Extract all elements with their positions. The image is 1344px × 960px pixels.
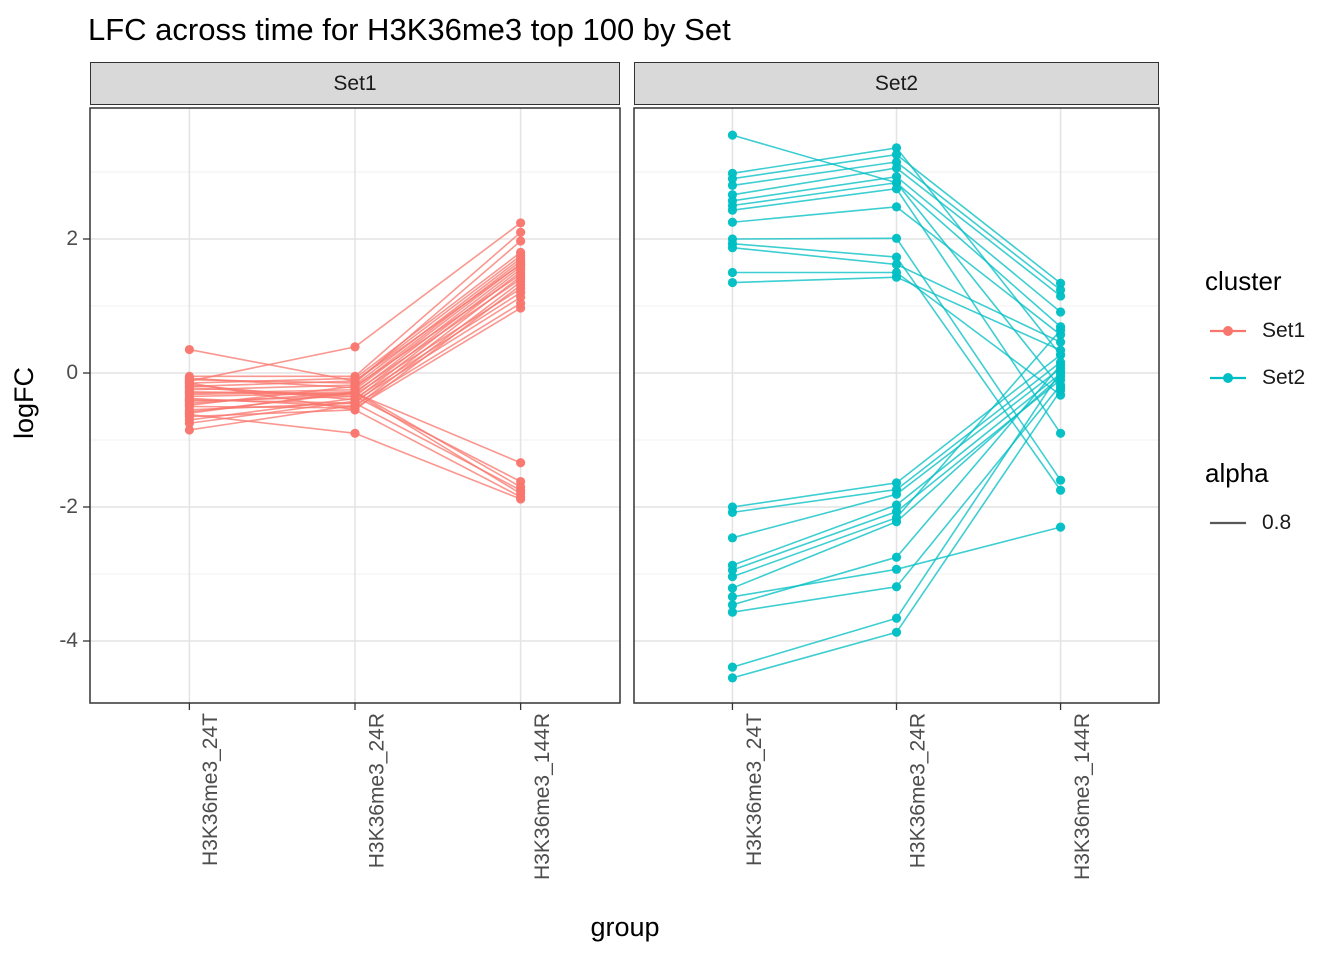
x-tick-label: H3K36me3_24T xyxy=(199,713,223,866)
legend-key-set1-line-dot-icon xyxy=(1210,326,1246,336)
legend-label-set1: Set1 xyxy=(1262,319,1306,342)
data-point-set2 xyxy=(727,180,738,190)
data-point-set2 xyxy=(891,582,902,592)
data-point-set2 xyxy=(891,233,902,243)
data-point-set2 xyxy=(891,272,902,282)
data-point-set1 xyxy=(516,303,526,313)
data-point-set2 xyxy=(727,607,738,617)
data-point-set2 xyxy=(891,202,902,212)
legend-item-set1: Set1 xyxy=(1208,317,1305,345)
data-point-set2 xyxy=(891,143,902,153)
y-tick-label: -2 xyxy=(59,495,78,518)
facet-strip-label: Set2 xyxy=(874,71,919,95)
data-point-set2 xyxy=(891,149,902,160)
x-tick-label: H3K36me3_144R xyxy=(1070,713,1094,880)
data-point-set2 xyxy=(891,517,902,527)
facet-strip-set2: Set2 xyxy=(634,62,1159,105)
data-point-set2 xyxy=(1055,367,1066,377)
data-point-set1 xyxy=(516,227,526,237)
data-point-set2 xyxy=(727,507,738,517)
data-point-set1 xyxy=(184,344,194,355)
data-point-set2 xyxy=(1055,360,1066,370)
legend-label-alpha: 0.8 xyxy=(1262,511,1292,534)
data-point-set2 xyxy=(891,613,902,623)
data-point-set1 xyxy=(350,398,360,408)
data-point-set1 xyxy=(184,418,194,428)
data-point-set2 xyxy=(891,252,902,262)
legend-item-alpha: 0.8 xyxy=(1208,509,1291,537)
data-point-set1 xyxy=(350,405,360,415)
data-point-set2 xyxy=(1055,485,1066,495)
plot-title: LFC across time for H3K36me3 top 100 by … xyxy=(88,12,731,47)
data-point-set1 xyxy=(350,388,360,398)
data-point-set2 xyxy=(891,184,902,194)
data-point-set2 xyxy=(727,267,738,278)
data-point-set2 xyxy=(891,500,902,510)
data-point-set2 xyxy=(891,489,902,499)
y-tick-label: 0 xyxy=(66,361,78,384)
data-point-set2 xyxy=(1055,475,1066,485)
y-axis-title: logFC xyxy=(9,366,39,440)
data-point-set2 xyxy=(727,583,738,593)
data-point-set1 xyxy=(184,378,194,388)
legend-title-alpha: alpha xyxy=(1205,458,1269,488)
x-tick-label: H3K36me3_24T xyxy=(742,713,766,866)
legend-title-cluster: cluster xyxy=(1205,266,1282,296)
legend-key-alpha-line-icon xyxy=(1210,521,1246,525)
data-point-set2 xyxy=(1055,522,1066,532)
data-point-set2 xyxy=(727,673,738,683)
data-point-set1 xyxy=(516,236,526,246)
data-point-set2 xyxy=(727,174,738,184)
data-point-set2 xyxy=(1055,325,1066,335)
data-point-set2 xyxy=(891,627,902,637)
data-point-set2 xyxy=(727,130,738,140)
data-point-set1 xyxy=(184,425,194,435)
x-axis-title: group xyxy=(590,912,660,942)
data-point-set2 xyxy=(1055,291,1066,301)
data-point-set2 xyxy=(1055,307,1066,317)
y-tick-label: -4 xyxy=(59,629,78,652)
data-point-set2 xyxy=(727,592,738,602)
data-point-set2 xyxy=(727,217,738,227)
data-point-set2 xyxy=(1055,350,1066,360)
data-point-set1 xyxy=(350,428,360,438)
y-tick-label: 2 xyxy=(66,227,78,250)
x-tick-label: H3K36me3_144R xyxy=(530,713,554,880)
legend: cluster Set1 Set2 alpha 0.8 xyxy=(1196,0,1344,960)
data-point-set2 xyxy=(727,662,738,672)
data-point-set2 xyxy=(727,565,738,575)
data-point-set2 xyxy=(1055,385,1066,396)
data-point-set2 xyxy=(891,478,902,488)
data-point-set1 xyxy=(516,218,526,228)
data-point-set2 xyxy=(727,243,738,253)
data-point-set2 xyxy=(891,163,902,173)
data-point-set1 xyxy=(516,494,526,504)
data-point-set2 xyxy=(727,277,738,288)
data-point-set2 xyxy=(727,572,738,582)
data-point-set1 xyxy=(184,395,194,405)
data-point-set2 xyxy=(1055,337,1066,347)
data-point-set2 xyxy=(727,533,738,543)
legend-label-set2: Set2 xyxy=(1262,366,1306,389)
data-point-set1 xyxy=(350,342,360,352)
facet-strip-label: Set1 xyxy=(333,71,377,95)
data-point-set2 xyxy=(891,564,902,574)
data-point-set2 xyxy=(891,552,902,562)
legend-key-set2-line-dot-icon xyxy=(1210,373,1246,383)
data-point-set2 xyxy=(1055,278,1066,288)
data-point-set2 xyxy=(891,259,902,270)
data-point-set2 xyxy=(727,600,738,610)
x-tick-label: H3K36me3_24R xyxy=(906,713,930,869)
data-point-set2 xyxy=(727,205,738,215)
facet-strip-set1: Set1 xyxy=(90,62,620,105)
legend-item-set2: Set2 xyxy=(1208,364,1305,392)
data-point-set1 xyxy=(184,409,194,420)
x-tick-label: H3K36me3_24R xyxy=(365,713,388,869)
data-point-set1 xyxy=(516,458,526,468)
data-point-set2 xyxy=(1055,428,1066,438)
